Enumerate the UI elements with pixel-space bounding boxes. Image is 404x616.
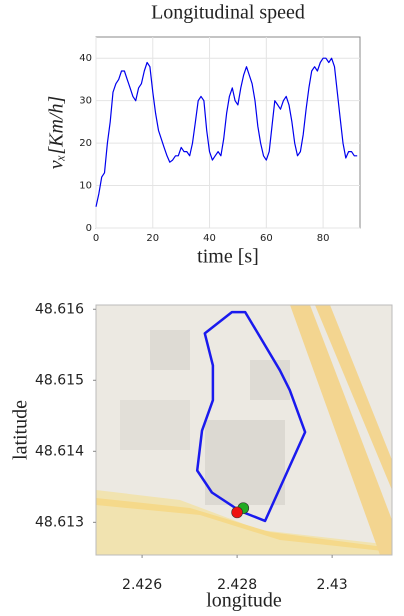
- marker: [232, 507, 243, 518]
- x-tick-label: 40: [203, 233, 216, 244]
- y-tick-label: 48.613: [35, 514, 84, 530]
- y-tick-label: 40: [79, 53, 92, 64]
- y-tick-label: 20: [79, 138, 92, 149]
- plot-area: [96, 37, 360, 228]
- y-tick-label: 10: [79, 181, 92, 192]
- x-tick-label: 20: [146, 233, 159, 244]
- chart-title: Longitudinal speed: [151, 2, 305, 24]
- x-tick-label: 2.43: [317, 577, 348, 593]
- figure: Longitudinal speed 0 10 20 30 40 0 20 40 60 80 tim…: [0, 0, 404, 616]
- x-tick-label: 0: [93, 233, 99, 244]
- y-tick-label: 30: [79, 96, 92, 107]
- x-tick-label: 60: [260, 233, 273, 244]
- y-axis-label: latitude: [10, 400, 32, 460]
- y-tick-label: 0: [86, 223, 92, 234]
- y-tick-label: 48.614: [35, 443, 84, 459]
- y-tick-label: 48.616: [35, 301, 84, 317]
- y-axis-label: vₓ[Km/h]: [46, 96, 68, 169]
- x-tick-label: 2.426: [122, 577, 162, 593]
- x-axis-label: time [s]: [197, 246, 259, 268]
- x-tick-label: 80: [317, 233, 330, 244]
- x-axis-label: longitude: [206, 590, 282, 612]
- y-tick-label: 48.615: [35, 372, 84, 388]
- map-background: [96, 305, 392, 555]
- data-line: [96, 58, 357, 207]
